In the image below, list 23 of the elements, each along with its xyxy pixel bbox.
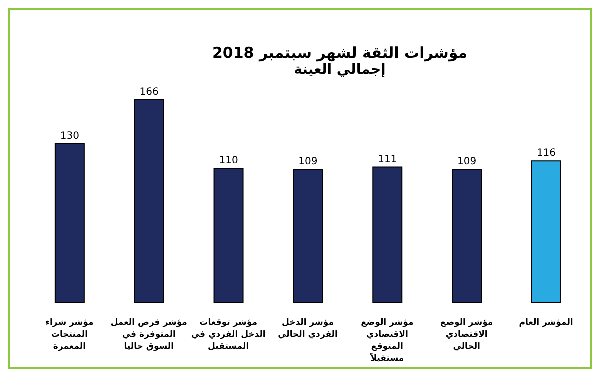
x-tick-label: مؤشر الدخل الفردي الحالي	[278, 318, 338, 340]
bar	[372, 166, 403, 304]
x-tick-label: المؤشر العام	[519, 318, 574, 328]
data-label: 110	[219, 155, 238, 166]
x-tick-label: مؤشر فرص العمل المتوفرة في السوق حاليا	[110, 318, 188, 352]
bar	[214, 168, 244, 304]
chart-subtitle: إجمالي العينة	[293, 62, 387, 78]
data-label: 109	[298, 156, 318, 168]
bar	[531, 160, 562, 304]
data-label: 109	[458, 156, 477, 168]
chart-title: مؤشرات الثقة لشهر سبتمبر 2018	[211, 44, 469, 62]
bar	[54, 144, 85, 304]
x-tick-label: مؤشر الوضع الاقتصادي المتوقع مستقبلاً	[361, 318, 414, 364]
data-label: 116	[536, 148, 556, 160]
x-tick-label: مؤشر شراء المنتجات المعمرة	[46, 318, 94, 352]
data-label: 111	[378, 154, 398, 166]
data-label: 130	[60, 131, 80, 142]
bar	[452, 169, 482, 304]
bar	[134, 100, 164, 304]
bar	[293, 169, 324, 304]
x-tick-label: مؤشر الوضع الاقتصادي الحالي	[440, 318, 494, 352]
x-tick-label: مؤشر توقعات الدخل الفردي في المستقبل	[191, 318, 266, 352]
data-label: 166	[140, 87, 159, 98]
